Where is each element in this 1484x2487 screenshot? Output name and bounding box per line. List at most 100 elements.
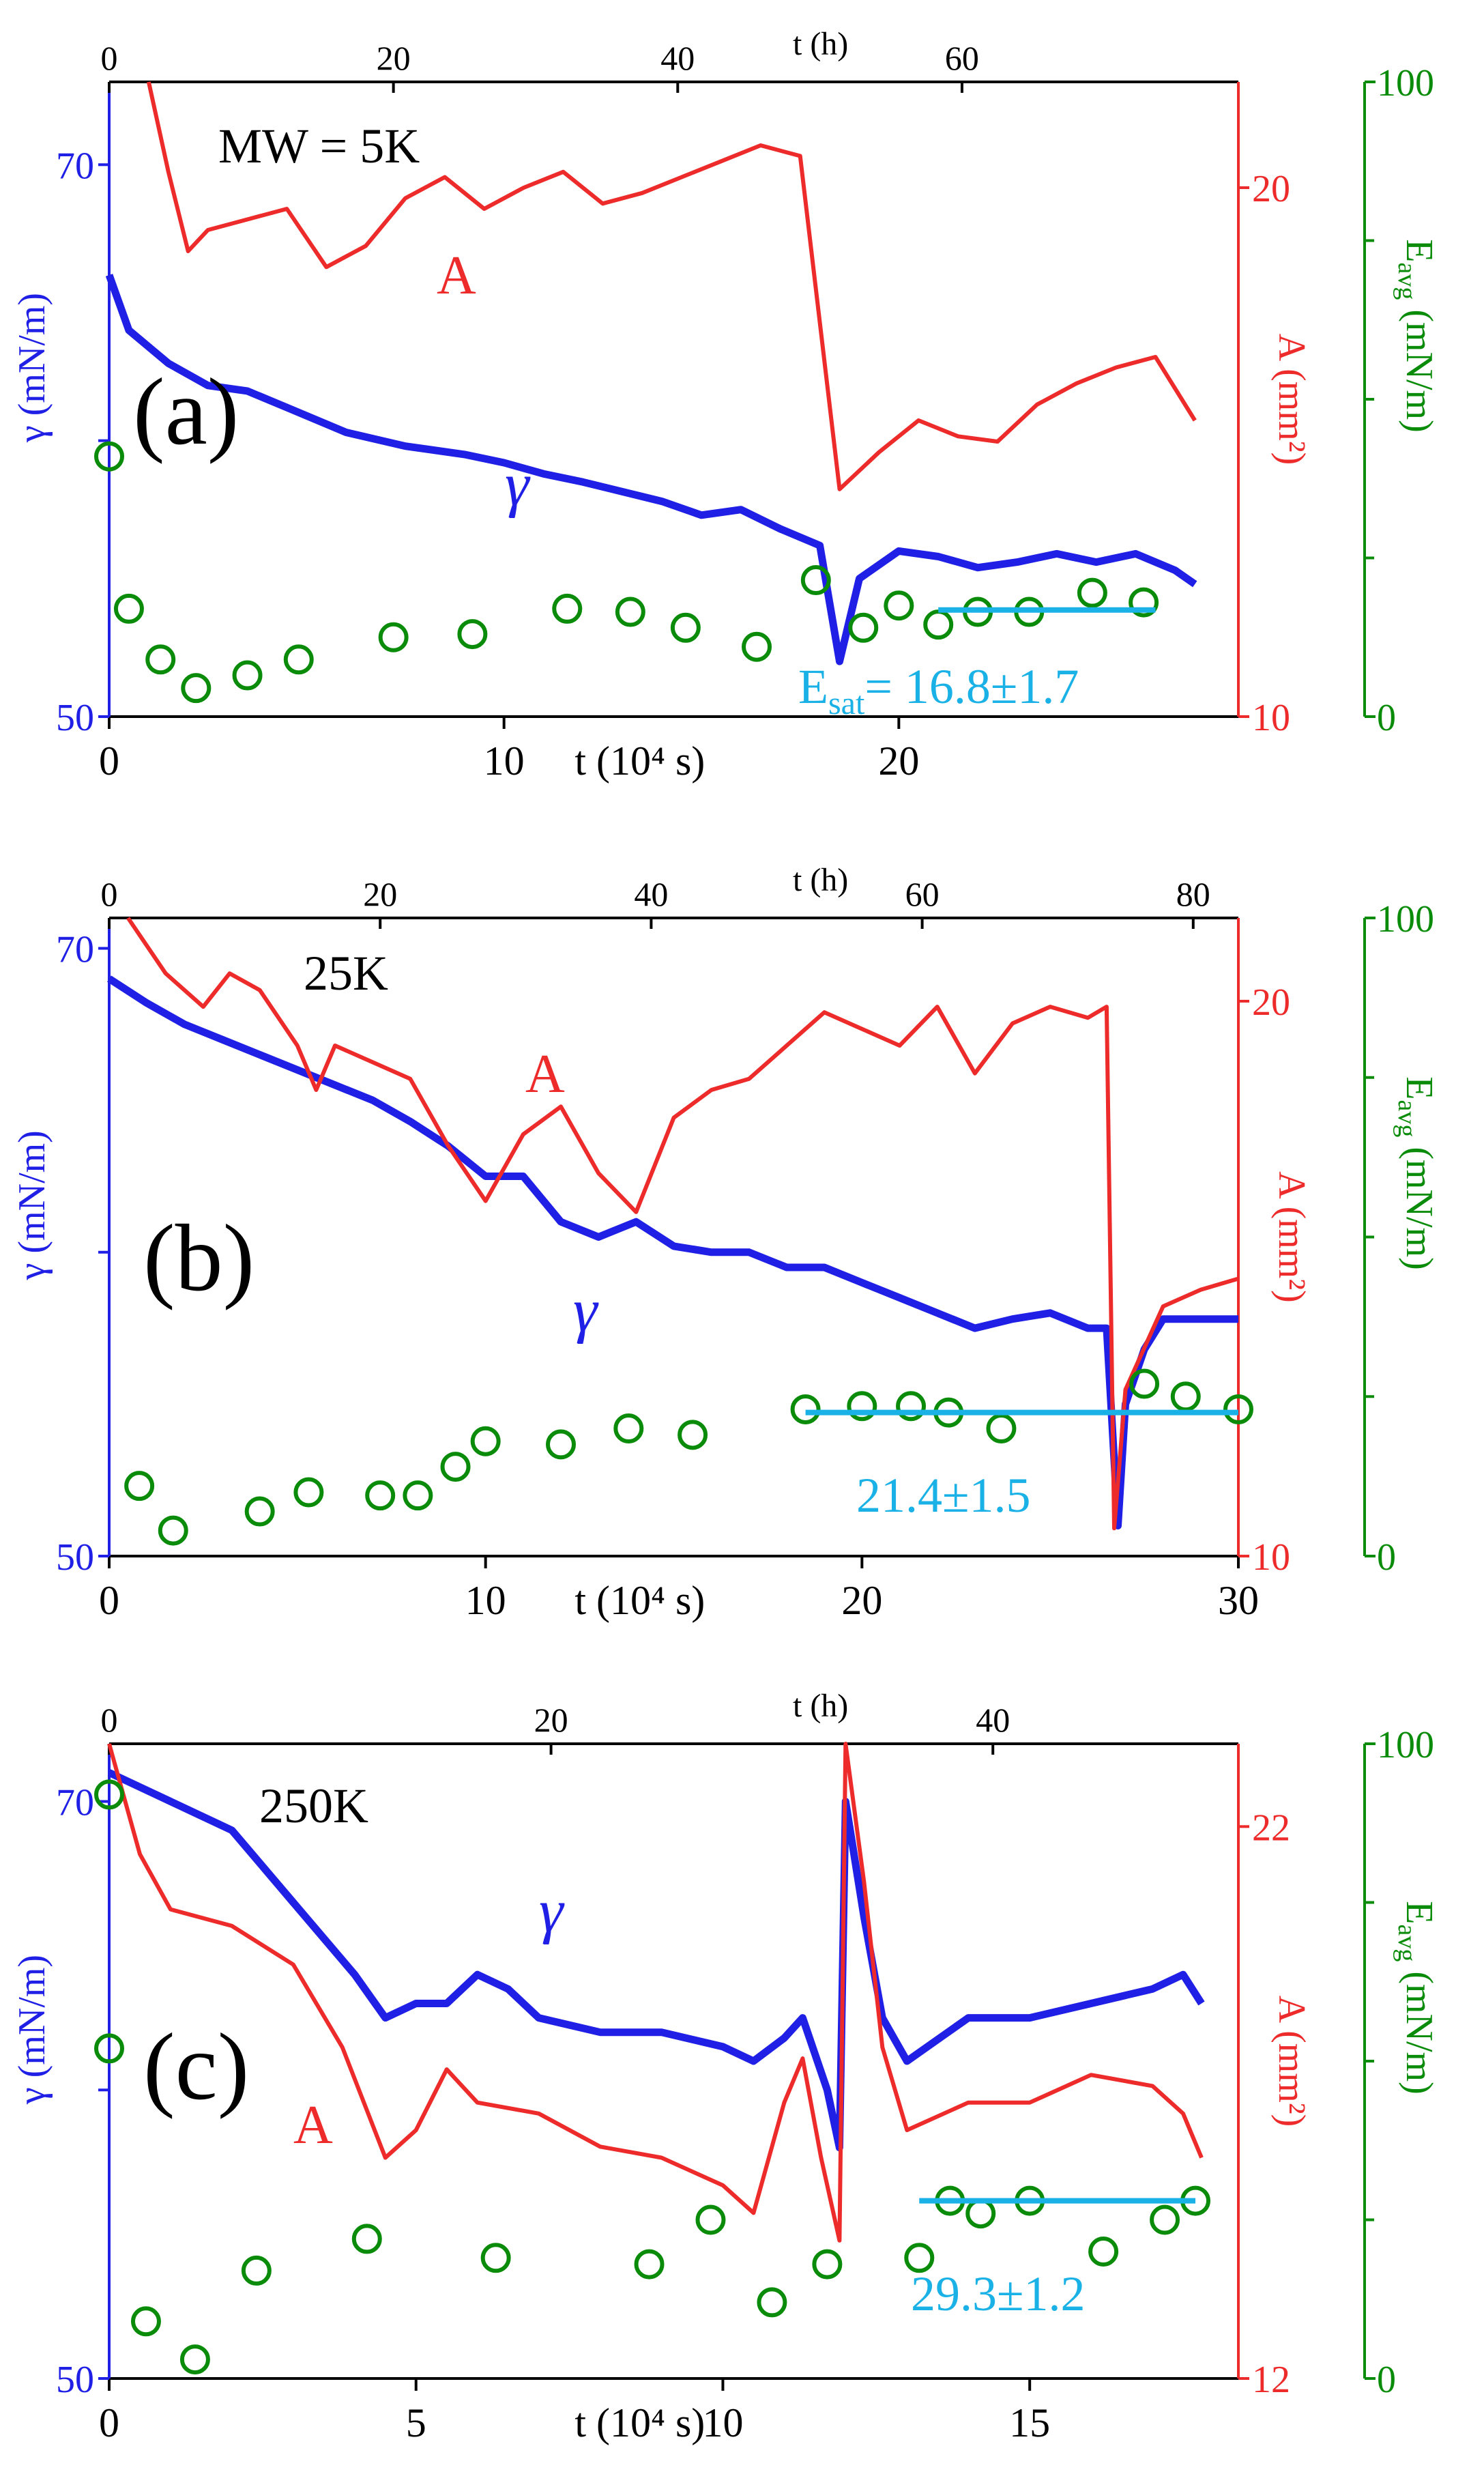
e-avg-point [181,673,212,704]
gamma-series-line [107,975,1238,1529]
e-avg-point [351,2224,382,2254]
panel-label: (c) [143,2014,249,2120]
top-axis-label: t (h) [793,1688,848,1724]
right-axis-label: A (mm²) [1270,334,1313,465]
left-axis-label: γ (mN/m) [11,1130,53,1280]
e-avg-point [757,2287,787,2318]
x-tick-label: 20 [878,738,919,784]
e-avg-point [896,1391,927,1422]
e-avg-point [800,565,831,596]
top-tick-label: 0 [101,39,118,77]
left-tick-label: 70 [56,929,94,971]
e-sat-annotation: 29.3±1.2 [911,2267,1086,2321]
left-tick-label: 50 [56,697,94,739]
area-series-line [146,81,1197,491]
panel-label: (b) [143,1205,254,1311]
e-avg-point [365,1480,396,1511]
e-avg-point [378,622,409,652]
top-tick-label: 0 [101,1701,118,1739]
e-avg-point [480,2243,511,2273]
right-tick-label: 10 [1252,697,1290,739]
left-tick-label: 50 [56,1536,94,1579]
e-sat-annotation: Esat= 16.8±1.7 [798,659,1079,721]
x-axis-label: t (10⁴ s) [574,1578,705,1623]
e-avg-point [1077,577,1107,608]
e-avg-point [848,612,879,643]
e-avg-point [130,2306,161,2337]
gamma-series-line [105,274,1197,665]
e-avg-point [1150,2204,1180,2235]
left-tick-label: 70 [56,145,94,187]
x-tick-label: 0 [99,2400,119,2445]
x-tick-label: 15 [1009,2400,1050,2445]
e-avg-point [94,441,124,472]
top-tick-label: 40 [976,1701,1010,1739]
e-avg-point [179,2344,210,2375]
x-tick-label: 20 [841,1578,882,1623]
e-avg-point [812,2249,843,2280]
e-avg-point [94,2033,124,2064]
e-avg-point [634,2249,665,2280]
far-right-tick-label: 100 [1377,898,1434,940]
e-avg-point [904,2243,935,2273]
e-avg-point [470,1426,501,1456]
x-axis-label: t (10⁴ s) [574,2400,705,2445]
e-avg-point [847,1391,877,1422]
top-tick-label: 20 [363,875,397,913]
top-tick-label: 0 [101,875,118,913]
right-axis-label: A (mm²) [1270,1171,1313,1303]
x-tick-label: 0 [99,1578,119,1623]
panel-c: 0 5 10 15 t (10⁴ s) 0 20 40 t (h) 50 70 γ (mN/m) 12 2… [11,1688,1440,2445]
gamma-series-label: γ [505,451,531,519]
e-avg-point [241,2255,272,2286]
top-axis-label: t (h) [793,26,848,62]
top-tick-label: 40 [634,875,668,913]
e-avg-point [965,2198,996,2229]
top-tick-label: 80 [1176,875,1210,913]
left-axis-label: γ (mN/m) [11,293,53,443]
far-right-axis-label: Eavg (mN/m) [1393,239,1440,433]
far-right-tick-label: 100 [1377,62,1434,104]
e-avg-point [158,1515,188,1546]
e-avg-point [923,609,954,640]
panel-label: (a) [133,359,239,465]
panel-b: 0 10 20 30 t (10⁴ s) 0 20 40 60 80 t (h) 50 70 γ (mN/… [11,862,1440,1623]
x-tick-label: 0 [99,738,119,784]
gamma-series-line [107,1769,1205,2152]
right-tick-label: 12 [1252,2359,1290,2401]
area-series-line [107,1742,1204,2243]
e-avg-point [113,593,144,624]
e-avg-point [742,631,772,662]
x-axis-label: t (10⁴ s) [574,738,705,784]
left-tick-label: 70 [56,1782,94,1824]
area-series-label: A [293,2095,333,2155]
x-tick-label: 10 [465,1578,506,1623]
x-tick-label: 10 [484,738,525,784]
e-avg-point [695,2204,726,2235]
e-avg-point [244,1496,275,1527]
far-right-tick-label: 0 [1377,2359,1396,2401]
e-avg-point [615,596,645,627]
e-avg-point [232,660,263,691]
right-axis-label: A (mm²) [1270,1996,1313,2127]
far-right-axis-label: Eavg (mN/m) [1393,1076,1440,1270]
top-tick-label: 20 [534,1701,568,1739]
panel-title: MW = 5K [218,119,420,173]
far-right-axis-label: Eavg (mN/m) [1393,1901,1440,2095]
area-series-label: A [525,1044,565,1104]
e-avg-point [670,612,701,643]
e-avg-point [678,1420,708,1450]
area-series-line [126,917,1239,1531]
e-avg-point [403,1480,433,1511]
top-tick-label: 60 [945,39,979,77]
top-tick-label: 40 [660,39,695,77]
e-avg-point [94,1779,124,1810]
e-avg-point [613,1413,644,1443]
right-tick-label: 22 [1252,1807,1290,1849]
e-avg-point [457,619,488,650]
e-avg-point [124,1471,155,1501]
top-axis-label: t (h) [793,862,848,898]
top-tick-label: 60 [905,875,940,913]
right-tick-label: 20 [1252,981,1290,1024]
